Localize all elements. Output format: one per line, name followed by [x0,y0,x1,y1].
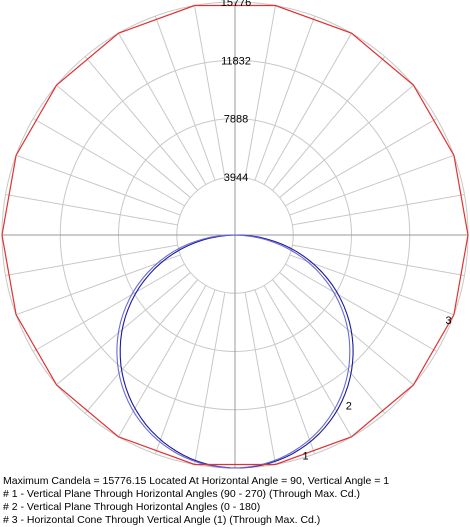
grid-spoke-160 [15,254,181,316]
grid-spoke-280 [244,5,276,178]
series-labels: 1 2 3 [302,315,451,463]
ring-label-11832: 11832 [221,55,251,67]
grid-spoke-290 [254,15,316,181]
series-2-label: 2 [346,401,352,413]
legend-entry-1: # 1 - Vertical Plane Through Horizontal … [3,488,360,500]
legend-entry-2: # 2 - Vertical Plane Through Horizontal … [3,501,261,513]
ring-label-15776: 15776 [221,0,252,9]
grid-spoke-340 [289,154,455,216]
grid-spoke-150 [32,263,185,352]
grid-spoke-190 [5,194,178,226]
ring-labels: 3944 7888 11832 15776 [221,0,252,184]
grid-spoke-130 [84,279,198,414]
grid-spoke-70 [254,289,316,455]
grid-spoke-20 [289,254,455,316]
grid-spoke-310 [272,56,386,191]
candela-curves [1,4,469,469]
grid-spoke-60 [263,285,352,438]
grid-spoke-10 [292,244,465,276]
series-3-label: 3 [445,315,451,327]
grid-spoke-110 [154,289,216,455]
grid-spoke-170 [5,244,178,276]
grid-spoke-30 [285,263,438,352]
grid-spoke-80 [244,292,276,465]
grid-spoke-230 [84,56,198,191]
grid-spoke-250 [154,15,216,181]
grid-spoke-320 [279,84,414,198]
ring-label-7888: 7888 [224,114,248,126]
legend-entry-3: # 3 - Horizontal Cone Through Vertical A… [3,514,321,526]
grid-spoke-40 [279,272,414,386]
grid-spoke-300 [263,32,352,185]
grid-spoke-50 [272,279,386,414]
grid-spoke-210 [32,118,185,207]
series-3-curve [1,4,469,466]
grid-spoke-100 [194,292,226,465]
grid-spoke-260 [194,5,226,178]
grid-spoke-140 [56,272,191,386]
ring-label-3944: 3944 [224,172,248,184]
grid-spoke-350 [292,194,465,226]
grid-spoke-120 [118,285,207,438]
grid-spoke-240 [118,32,207,185]
polar-candela-chart: 3944 7888 11832 15776 1 2 3 [1,0,469,469]
grid-spoke-200 [15,154,181,216]
maximum-candela-note: Maximum Candela = 15776.15 Located At Ho… [3,475,390,487]
grid-spoke-220 [56,84,191,198]
chart-legend: Maximum Candela = 15776.15 Located At Ho… [3,475,389,527]
series-1-label: 1 [302,451,308,463]
grid-spoke-330 [285,118,438,207]
series-2-curve [116,234,351,469]
